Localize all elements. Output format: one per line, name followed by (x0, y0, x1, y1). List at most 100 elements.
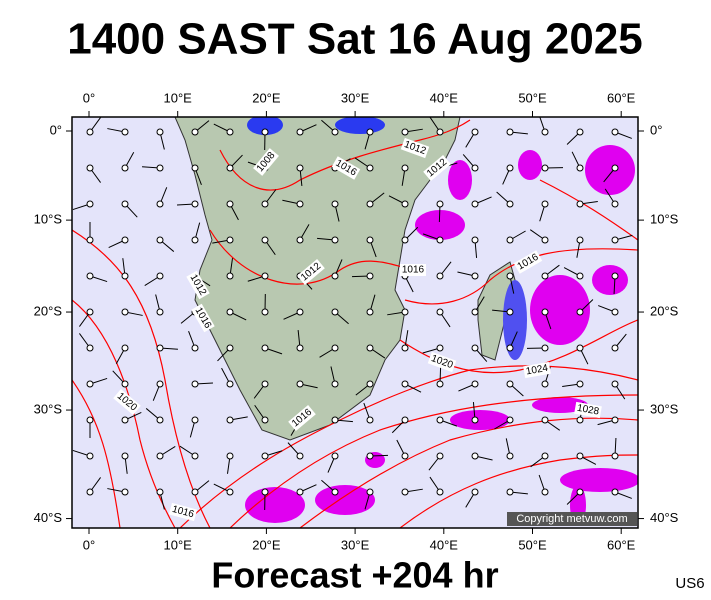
code-label: US6 (675, 575, 704, 592)
barb-station (261, 308, 269, 316)
barb-station (541, 488, 549, 496)
barb-station (541, 344, 549, 352)
barb-station (296, 488, 304, 496)
barb-station (471, 452, 479, 460)
barb-station (436, 416, 444, 424)
barb-station (576, 308, 584, 316)
barb-station (436, 308, 444, 316)
barb-station (86, 452, 94, 460)
lon-label: 10°E (164, 537, 193, 552)
isobar-label-text: 1028 (576, 403, 600, 418)
barb-station (401, 488, 409, 496)
barb-station (331, 344, 339, 352)
isobar-label-box (297, 259, 325, 285)
barb-station (86, 164, 94, 172)
barb-station (86, 344, 94, 352)
lat-label: 0° (650, 122, 662, 137)
barb-station (401, 416, 409, 424)
barb-station (296, 128, 304, 136)
lat-label: 20°S (650, 303, 679, 318)
isobar-label: 1016 (168, 502, 198, 522)
barb-station (296, 308, 304, 316)
barb-station (156, 308, 164, 316)
barb-station (191, 488, 199, 496)
barb-station (331, 452, 339, 460)
barb-station (401, 308, 409, 316)
barb-station (471, 236, 479, 244)
barb-station (86, 272, 94, 280)
isobar-label-box (523, 361, 551, 379)
barb-station (506, 344, 514, 352)
barb-station (121, 488, 129, 496)
barb-station (401, 200, 409, 208)
barb-station (191, 200, 199, 208)
lat-label: 20°S (34, 303, 63, 318)
lat-label: 30°S (650, 401, 679, 416)
isobar-label: 1016 (400, 264, 426, 276)
barb-station (261, 344, 269, 352)
lon-label: 0° (83, 537, 95, 552)
barb-station (401, 452, 409, 460)
barb-station (226, 272, 234, 280)
barb-station (436, 380, 444, 388)
lat-label: 0° (50, 122, 62, 137)
barb-station (541, 200, 549, 208)
barb-station (471, 416, 479, 424)
isobar-label: 1024 (523, 361, 551, 379)
barb-station (121, 452, 129, 460)
barb-station (331, 236, 339, 244)
barb-station (611, 236, 619, 244)
barb-station (156, 236, 164, 244)
isobar-label-box (400, 264, 426, 276)
barb-station (506, 452, 514, 460)
barb-station (296, 344, 304, 352)
barb-station (156, 380, 164, 388)
barb-station (156, 200, 164, 208)
barb-station (436, 452, 444, 460)
barb-station (296, 452, 304, 460)
isobar-label-box (574, 401, 602, 419)
barb-station (576, 488, 584, 496)
barb-station (121, 416, 129, 424)
lon-label: 50°E (518, 90, 547, 105)
barb-station (611, 380, 619, 388)
barb-station (506, 128, 514, 136)
barb-station (366, 416, 374, 424)
barb-station (86, 416, 94, 424)
barb-station (331, 128, 339, 136)
lon-label: 30°E (341, 90, 370, 105)
barb-station (506, 308, 514, 316)
barb-station (191, 236, 199, 244)
barb-station (471, 308, 479, 316)
barb-station (576, 452, 584, 460)
barb-station (541, 452, 549, 460)
barb-station (121, 308, 129, 316)
barb-station (261, 380, 269, 388)
barb-station (576, 200, 584, 208)
barb-station (366, 344, 374, 352)
barb-station (331, 488, 339, 496)
barb-station (366, 452, 374, 460)
barb-station (436, 200, 444, 208)
isobar-label-box (186, 270, 210, 300)
barb-station (401, 236, 409, 244)
barb-station (261, 416, 269, 424)
lat-label: 10°S (650, 212, 679, 227)
barb-station (121, 236, 129, 244)
barb-station (226, 164, 234, 172)
barb-station (261, 488, 269, 496)
lon-label: 60°E (607, 90, 636, 105)
barb-station (191, 380, 199, 388)
isobar-label-box (513, 250, 543, 274)
barb-station (576, 416, 584, 424)
barb-station (191, 164, 199, 172)
barb-station (331, 380, 339, 388)
barb-station (541, 128, 549, 136)
barb-station (541, 272, 549, 280)
barb-station (331, 200, 339, 208)
barb-station (86, 200, 94, 208)
barb-station (226, 344, 234, 352)
barb-station (191, 128, 199, 136)
barb-station (331, 272, 339, 280)
barb-station (226, 200, 234, 208)
